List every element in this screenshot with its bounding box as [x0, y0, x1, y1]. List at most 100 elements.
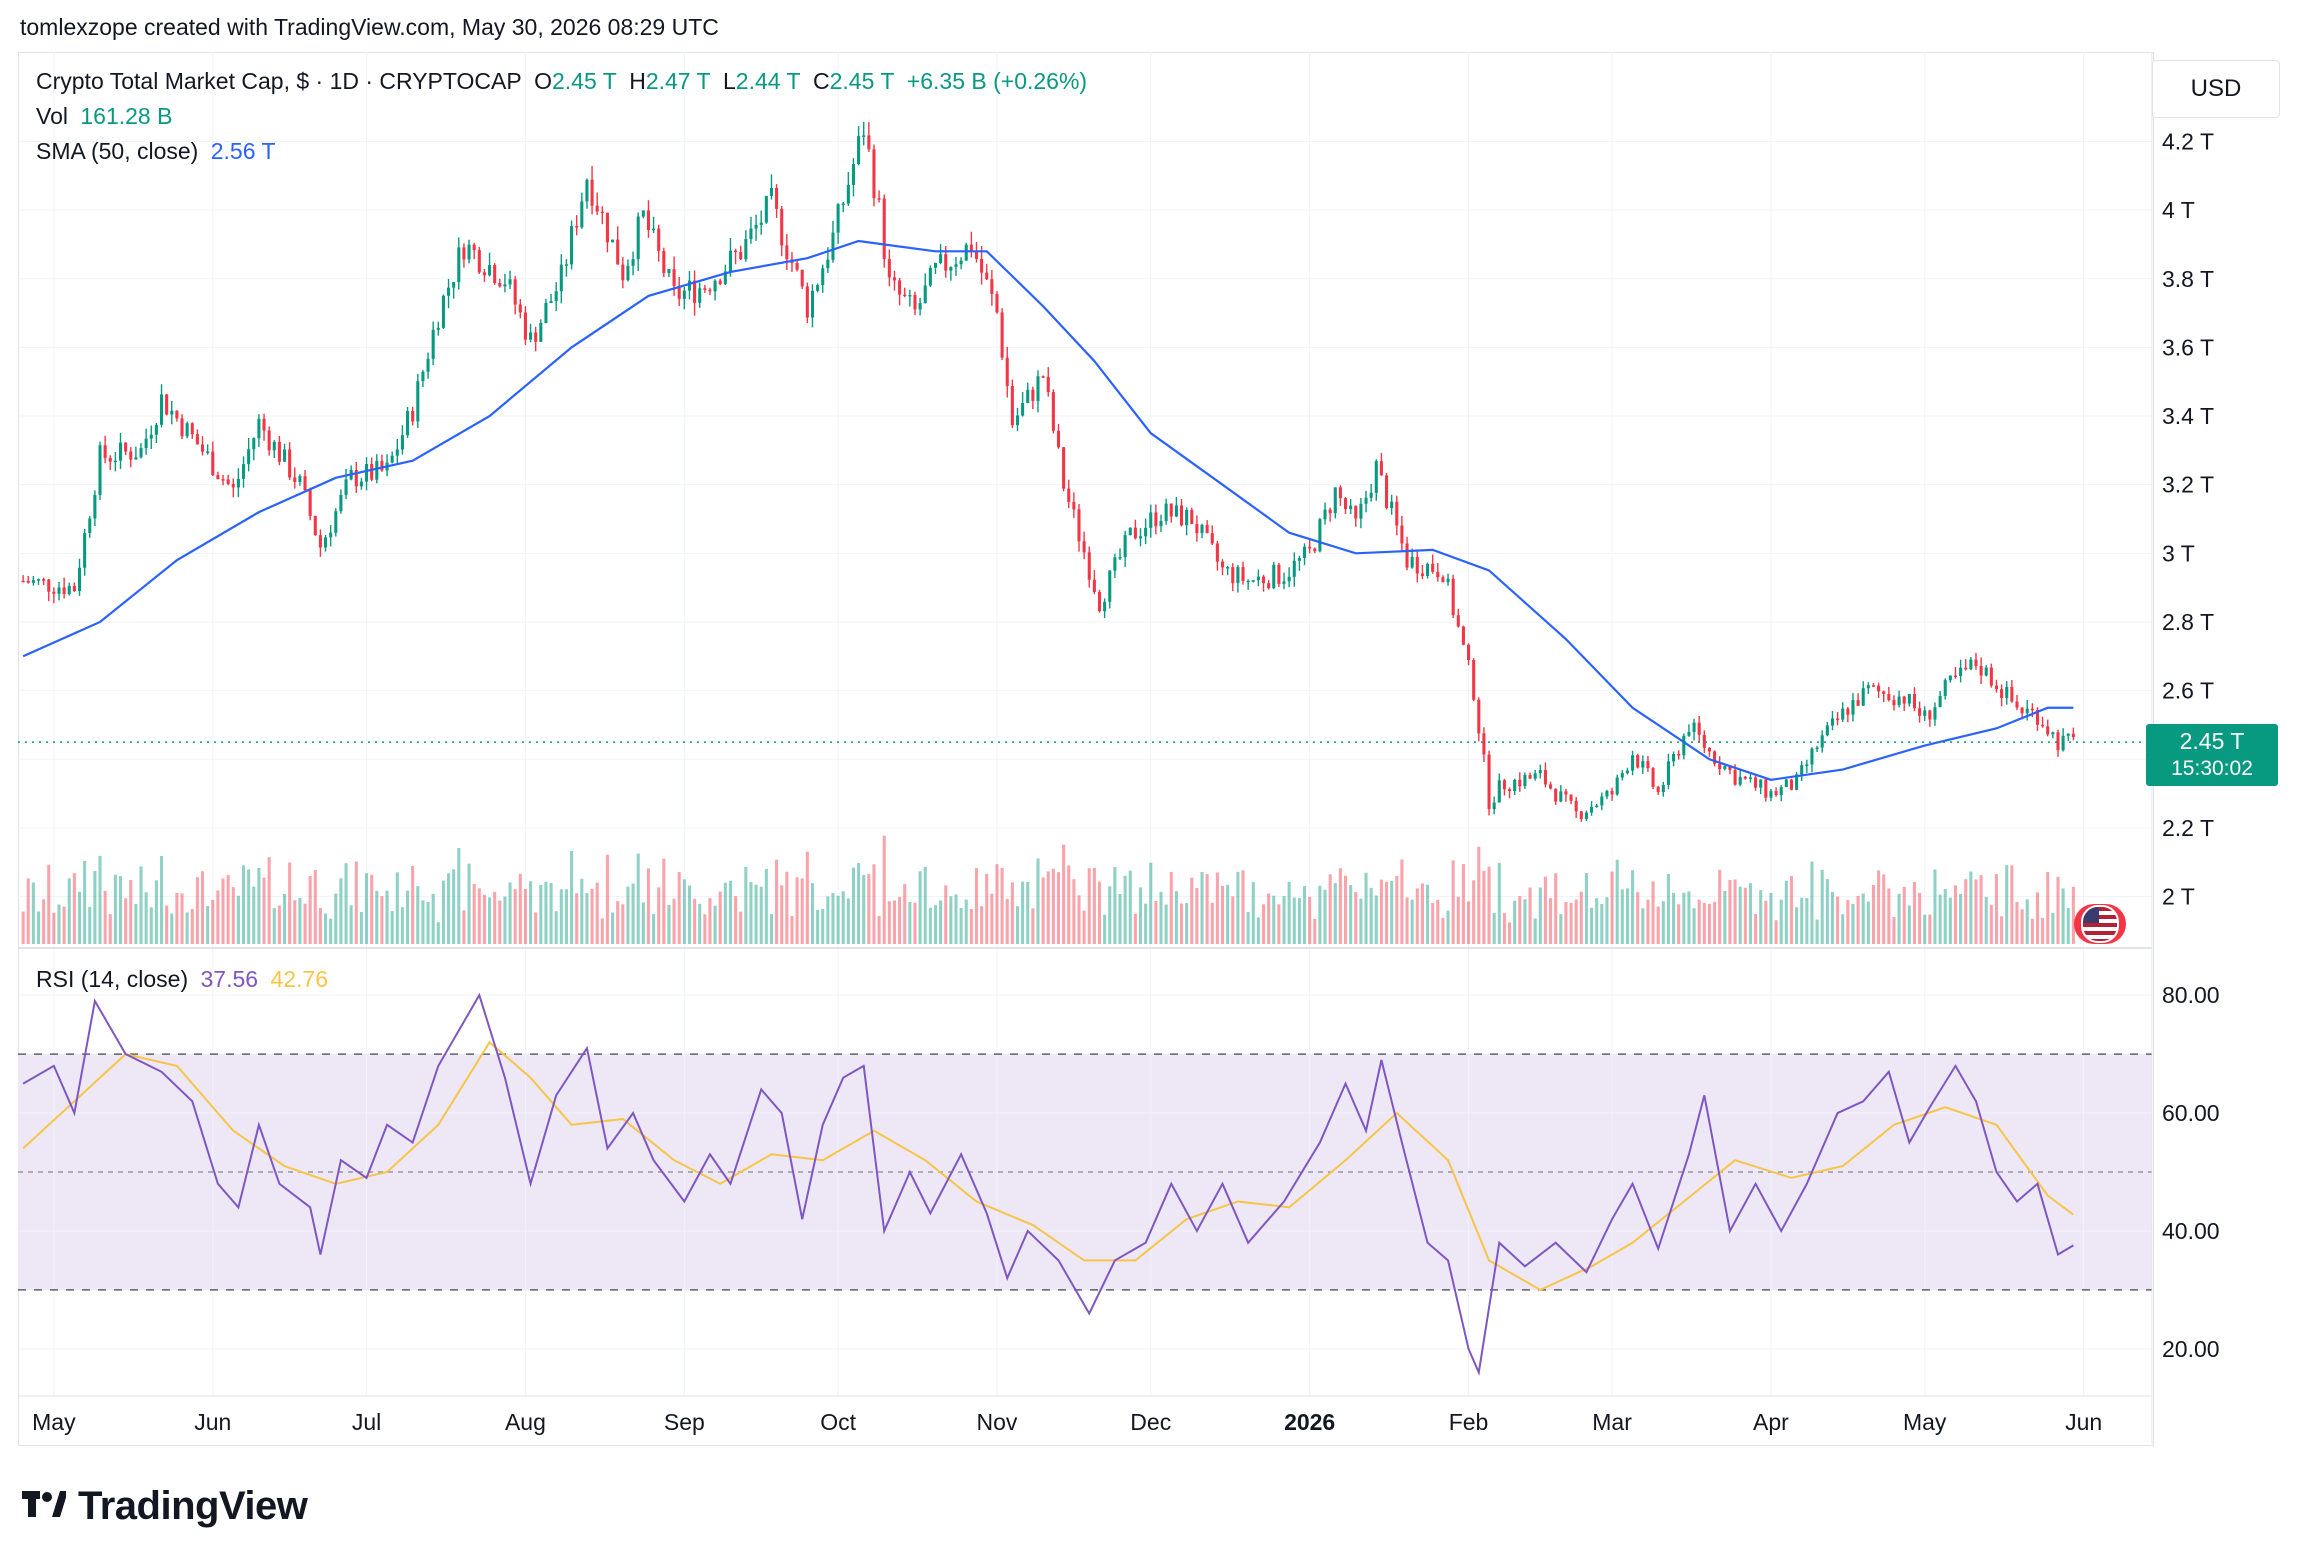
price-tick-label: 3.2 T: [2162, 472, 2214, 498]
candle-body: [2046, 726, 2050, 735]
candle-body: [1077, 509, 1081, 542]
candle-body: [411, 411, 415, 422]
candle-body: [154, 424, 158, 435]
candle-body: [749, 228, 753, 240]
volume-bar: [118, 876, 123, 944]
ohlc-legend: Crypto Total Market Cap, $ · 1D · CRYPTO…: [36, 68, 1093, 95]
candle-body: [1549, 784, 1553, 789]
candle-body: [21, 580, 25, 583]
candle-body: [923, 285, 927, 304]
volume-bar: [513, 889, 517, 944]
volume-bar: [1733, 879, 1737, 944]
volume-bar: [52, 912, 56, 944]
candle-body: [621, 264, 625, 281]
volume-bar: [1451, 860, 1455, 944]
volume-bar: [908, 901, 912, 944]
volume-bar: [472, 883, 476, 944]
volume-bar: [903, 883, 907, 944]
candle-body: [1528, 775, 1532, 779]
volume-bar: [323, 913, 328, 944]
candle-body: [1748, 777, 1752, 779]
volume-bar: [1185, 903, 1189, 944]
candle-body: [980, 258, 984, 273]
volume-bar: [1513, 900, 1517, 944]
candle-body: [1918, 708, 1922, 716]
volume-bar: [1482, 870, 1486, 944]
tradingview-logo[interactable]: TradingView: [22, 1484, 308, 1529]
volume-bar: [1861, 893, 1865, 944]
volume-bar: [1318, 885, 1322, 944]
volume-bar: [344, 863, 348, 944]
volume-bar: [539, 884, 543, 944]
candle-body: [1651, 768, 1655, 787]
candle-body: [534, 332, 538, 342]
candle-body: [436, 327, 440, 330]
volume-bar: [1364, 872, 1368, 944]
volume-bar: [1805, 897, 1809, 944]
candle-body: [1861, 688, 1865, 706]
volume-bar: [267, 857, 271, 944]
grid-lines: [18, 52, 2152, 1396]
volume-bar: [923, 866, 927, 944]
price-axis[interactable]: 2 T2.2 T2.4 T2.6 T2.8 T3 T3.2 T3.4 T3.6 …: [2162, 128, 2214, 909]
candle-body: [1308, 546, 1312, 549]
volume-bar: [1051, 868, 1055, 944]
volume-bar: [421, 900, 425, 944]
candle-body: [1164, 503, 1168, 521]
candle-body: [1482, 733, 1486, 755]
volume-bar: [1830, 891, 1835, 944]
us-flag-icon[interactable]: [2074, 904, 2126, 944]
candle-body: [1231, 567, 1235, 584]
volume-bar: [1948, 897, 1952, 944]
volume-bar: [1390, 880, 1394, 944]
candle-body: [293, 477, 297, 482]
volume-bar: [1518, 896, 1522, 944]
volume-bar: [939, 900, 943, 944]
volume-bar: [231, 887, 235, 944]
volume-bar: [31, 882, 35, 944]
candle-body: [1323, 509, 1327, 520]
candle-body: [887, 259, 891, 278]
volume-bar: [1333, 882, 1337, 944]
volume-bar: [493, 891, 497, 944]
volume-bar: [1610, 871, 1614, 944]
volume-bar: [1169, 872, 1173, 944]
volume-bar: [1082, 910, 1086, 944]
candle-body: [144, 438, 148, 449]
volume-bar: [1615, 859, 1619, 944]
volume-bar: [1005, 898, 1009, 944]
candle-body: [2041, 724, 2045, 727]
volume-bar: [165, 905, 169, 944]
candle-body: [380, 460, 384, 471]
currency-selector[interactable]: USD: [2152, 60, 2280, 118]
candle-body: [513, 279, 517, 305]
volume-bar: [1933, 869, 1937, 944]
candle-body: [370, 464, 374, 480]
volume-bar: [298, 898, 302, 944]
volume-bar: [1441, 917, 1445, 944]
volume-bar: [1236, 871, 1240, 944]
volume-bar: [1800, 897, 1804, 944]
candle-body: [282, 449, 287, 462]
volume-bar: [575, 893, 579, 944]
volume-bar: [2000, 916, 2004, 944]
volume-bar: [1328, 874, 1332, 944]
candle-body: [329, 532, 333, 538]
volume-bar: [662, 858, 666, 944]
volume-bar: [380, 896, 384, 944]
volume-bar: [1559, 914, 1563, 944]
candle-body: [1620, 773, 1624, 778]
candle-body: [88, 518, 92, 533]
candle-body: [939, 254, 943, 263]
volume-bar: [954, 894, 958, 944]
candle-body: [1302, 546, 1307, 558]
candle-body: [744, 239, 748, 260]
candle-body: [667, 269, 671, 274]
candle-body: [1036, 376, 1040, 401]
volume-bar: [385, 890, 389, 944]
time-axis[interactable]: May Jun Jul Aug Sep Oct Nov Dec 2026 Feb Mar Apr May…: [32, 1409, 2102, 1435]
candle-body: [677, 286, 681, 299]
candle-body: [1810, 748, 1814, 765]
volume-bar: [426, 901, 430, 944]
